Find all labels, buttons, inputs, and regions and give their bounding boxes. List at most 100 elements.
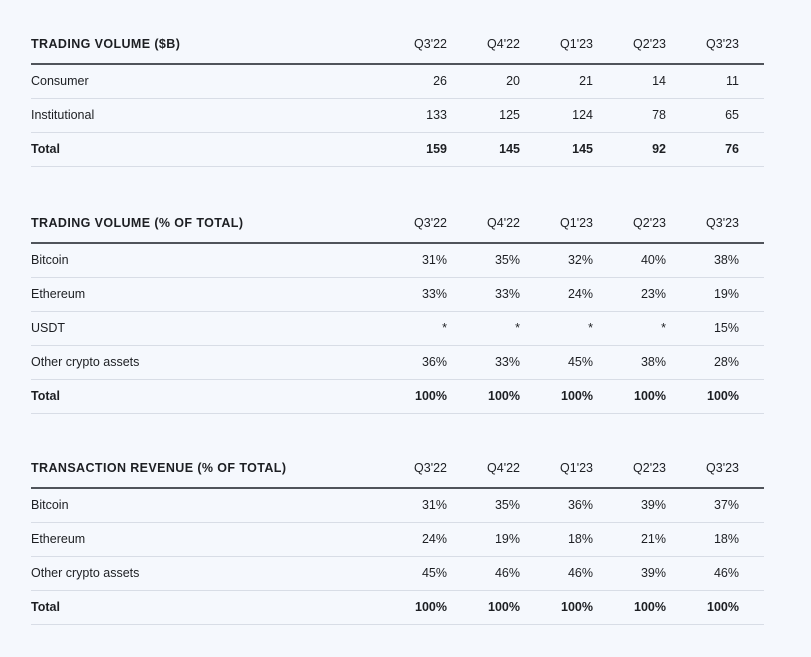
column-header: Q3'23	[706, 461, 739, 475]
row-label: Institutional	[31, 108, 95, 122]
table-cell: 100%	[561, 600, 593, 614]
table-cell: 100%	[707, 600, 739, 614]
total-row: Total 100% 100% 100% 100% 100%	[31, 591, 764, 625]
table-cell: *	[588, 321, 593, 335]
table-cell: 46%	[494, 566, 520, 580]
table-cell: 26	[433, 74, 447, 88]
table-cell: 31%	[421, 498, 447, 512]
table-cell: 124	[572, 108, 593, 122]
table-cell: 45%	[567, 355, 593, 369]
table-cell: 100%	[634, 600, 666, 614]
table-row: USDT * * * * 15%	[31, 312, 764, 346]
table-cell: 159	[426, 142, 447, 156]
table-row: Consumer 26 20 21 14 11	[31, 65, 764, 99]
table-cell: 100%	[707, 389, 739, 403]
table-cell: 19%	[713, 287, 739, 301]
table-cell: 24%	[567, 287, 593, 301]
column-header: Q3'23	[706, 37, 739, 51]
table-cell: 33%	[494, 287, 520, 301]
column-header: Q3'22	[414, 461, 447, 475]
table-cell: 20	[506, 74, 520, 88]
table-cell: 18%	[713, 532, 739, 546]
column-header: Q4'22	[487, 461, 520, 475]
table-cell: 24%	[421, 532, 447, 546]
row-label: Bitcoin	[31, 498, 69, 512]
table-cell: 145	[499, 142, 520, 156]
table-cell: 46%	[567, 566, 593, 580]
table-cell: 65	[725, 108, 739, 122]
table-row: Bitcoin 31% 35% 36% 39% 37%	[31, 489, 764, 523]
table-header: TRADING VOLUME (% OF TOTAL) Q3'22 Q4'22 …	[31, 207, 764, 244]
row-label: Other crypto assets	[31, 566, 140, 580]
table-cell: 11	[726, 74, 739, 88]
table-cell: 38%	[640, 355, 666, 369]
table-cell: 46%	[713, 566, 739, 580]
table-title: TRADING VOLUME ($B)	[31, 37, 181, 51]
table-cell: 100%	[634, 389, 666, 403]
row-label: Ethereum	[31, 532, 86, 546]
column-header: Q4'22	[487, 216, 520, 230]
table-row: Ethereum 33% 33% 24% 23% 19%	[31, 278, 764, 312]
table-cell: 19%	[494, 532, 520, 546]
table-cell: 23%	[640, 287, 666, 301]
table-cell: 145	[572, 142, 593, 156]
table-cell: 33%	[494, 355, 520, 369]
table-cell: 31%	[421, 253, 447, 267]
table-cell: 38%	[713, 253, 739, 267]
table-cell: 92	[652, 142, 666, 156]
table-row: Ethereum 24% 19% 18% 21% 18%	[31, 523, 764, 557]
table-cell: 21%	[640, 532, 666, 546]
table-title: TRADING VOLUME (% OF TOTAL)	[31, 216, 244, 230]
table-cell: 125	[499, 108, 520, 122]
total-row: Total 159 145 145 92 76	[31, 133, 764, 167]
trading-volume-share-table: TRADING VOLUME (% OF TOTAL) Q3'22 Q4'22 …	[31, 207, 764, 414]
table-cell: 100%	[415, 389, 447, 403]
table-row: Other crypto assets 36% 33% 45% 38% 28%	[31, 346, 764, 380]
row-label: Ethereum	[31, 287, 86, 301]
row-label: Other crypto assets	[31, 355, 140, 369]
table-cell: 100%	[488, 389, 520, 403]
table-cell: 36%	[421, 355, 447, 369]
table-cell: 133	[426, 108, 447, 122]
table-cell: *	[515, 321, 520, 335]
column-header: Q2'23	[633, 37, 666, 51]
table-row: Institutional 133 125 124 78 65	[31, 99, 764, 133]
table-cell: 45%	[421, 566, 447, 580]
table-cell: 40%	[640, 253, 666, 267]
table-cell: 76	[725, 142, 739, 156]
transaction-revenue-table: TRANSACTION REVENUE (% OF TOTAL) Q3'22 Q…	[31, 452, 764, 625]
table-cell: 18%	[567, 532, 593, 546]
table-cell: 37%	[713, 498, 739, 512]
table-title: TRANSACTION REVENUE (% OF TOTAL)	[31, 461, 287, 475]
table-row: Other crypto assets 45% 46% 46% 39% 46%	[31, 557, 764, 591]
column-header: Q1'23	[560, 216, 593, 230]
table-cell: 35%	[494, 498, 520, 512]
table-cell: 78	[652, 108, 666, 122]
table-cell: 21	[579, 74, 593, 88]
total-row: Total 100% 100% 100% 100% 100%	[31, 380, 764, 414]
table-cell: 14	[652, 74, 666, 88]
table-cell: *	[442, 321, 447, 335]
table-cell: 100%	[561, 389, 593, 403]
row-label: Total	[31, 389, 60, 403]
table-cell: 32%	[567, 253, 593, 267]
row-label: Bitcoin	[31, 253, 69, 267]
column-header: Q3'23	[706, 216, 739, 230]
table-cell: 33%	[421, 287, 447, 301]
trading-volume-table: TRADING VOLUME ($B) Q3'22 Q4'22 Q1'23 Q2…	[31, 28, 764, 167]
row-label: Consumer	[31, 74, 89, 88]
table-cell: 100%	[488, 600, 520, 614]
table-cell: 15%	[713, 321, 739, 335]
row-label: Total	[31, 600, 60, 614]
column-header: Q4'22	[487, 37, 520, 51]
row-label: Total	[31, 142, 60, 156]
table-header: TRADING VOLUME ($B) Q3'22 Q4'22 Q1'23 Q2…	[31, 28, 764, 65]
table-cell: *	[661, 321, 666, 335]
column-header: Q1'23	[560, 37, 593, 51]
column-header: Q3'22	[414, 37, 447, 51]
table-row: Bitcoin 31% 35% 32% 40% 38%	[31, 244, 764, 278]
table-cell: 28%	[713, 355, 739, 369]
column-header: Q3'22	[414, 216, 447, 230]
column-header: Q2'23	[633, 461, 666, 475]
column-header: Q2'23	[633, 216, 666, 230]
